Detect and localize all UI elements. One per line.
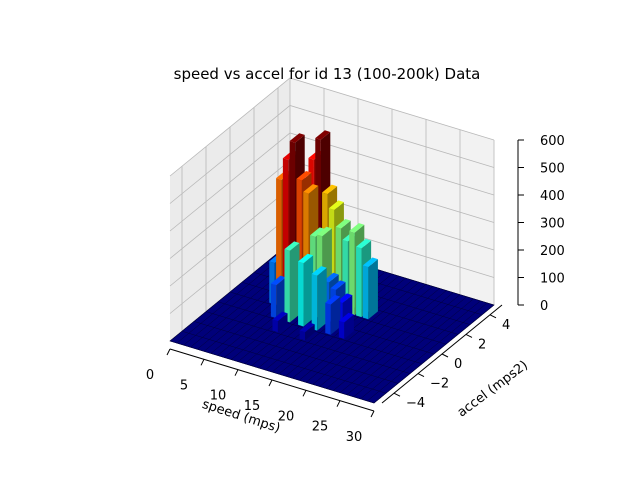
- x-tick-mark: [200, 359, 205, 366]
- bar-top-face: [289, 133, 305, 143]
- bar: [362, 257, 378, 320]
- bar-top-face: [284, 241, 300, 251]
- bar-side-face: [276, 277, 286, 319]
- bar-top-face: [337, 293, 353, 303]
- bar-top-face: [311, 266, 327, 276]
- bar-front-face: [272, 319, 278, 333]
- bar-side-face: [344, 314, 354, 339]
- bar: [284, 241, 300, 323]
- bar-front-face: [356, 246, 362, 318]
- x-tick-label: 5: [180, 378, 188, 393]
- bar-side-face: [277, 313, 288, 333]
- bar-top-face: [303, 184, 319, 194]
- bar-front-face: [299, 330, 306, 341]
- y-tick-label: 2: [478, 337, 486, 352]
- bar-top-face: [335, 218, 351, 229]
- bar-top-face: [328, 200, 344, 210]
- y-tick-label: −4: [406, 396, 425, 411]
- x-tick-mark: [166, 348, 171, 356]
- grid-line-z: [169, 132, 495, 232]
- y-tick-mark: [489, 314, 497, 319]
- x-axis-label: speed (mps): [200, 397, 282, 436]
- chart-title: speed vs accel for id 13 (100-200k) Data: [174, 65, 481, 83]
- x-tick-mark: [370, 410, 375, 418]
- bar-top-face: [316, 226, 332, 237]
- y-tick-mark: [393, 392, 401, 397]
- floor-cell-line: [217, 301, 423, 365]
- bar-front-face: [270, 283, 277, 319]
- bar: [311, 266, 327, 331]
- bar-side-face: [368, 259, 378, 320]
- y-tick-label: 0: [454, 357, 462, 372]
- x-tick-mark: [302, 390, 307, 397]
- y-tick-mark: [441, 353, 449, 358]
- x-tick-label: 10: [210, 389, 227, 404]
- bar-top-face: [349, 223, 365, 233]
- bar-top-face: [299, 322, 315, 333]
- z-tick-label: 200: [540, 244, 565, 259]
- axes-group: 0 5 10 15 20 25 30 −4 −2 0 2 4 0 100 200 300 400 500 600: [146, 134, 565, 445]
- bar-front-face: [298, 261, 304, 327]
- z-tick-label: 400: [540, 189, 565, 204]
- bar-side-face: [330, 296, 341, 335]
- x-tick-mark: [234, 369, 239, 376]
- bar-top-face: [323, 272, 339, 283]
- bar-front-face: [325, 302, 331, 335]
- z-tick-label: 500: [540, 162, 565, 177]
- bar-top-face: [296, 171, 312, 181]
- bar: [325, 294, 341, 335]
- bar-front-face: [311, 273, 318, 331]
- bar-front-face: [338, 320, 345, 339]
- x-tick-label: 15: [244, 399, 261, 414]
- y-tick-label: 4: [502, 318, 510, 333]
- bar-group: [269, 130, 378, 341]
- bar: [299, 322, 315, 341]
- z-tick-label: 600: [540, 134, 565, 149]
- x-tick-label: 20: [278, 409, 295, 424]
- bar-top-face: [298, 253, 314, 264]
- bar-side-face: [317, 267, 327, 331]
- bar-top-face: [362, 257, 378, 267]
- bar-top-face: [322, 184, 338, 195]
- bar-front-face: [362, 265, 369, 320]
- x-tick-mark: [268, 379, 273, 387]
- z-tick-label: 0: [540, 299, 548, 314]
- x-tick-label: 25: [312, 420, 329, 435]
- bar-top-face: [325, 294, 341, 305]
- bar-front-face: [349, 230, 355, 316]
- z-tick-label: 100: [540, 272, 565, 287]
- bar-top-face: [315, 130, 331, 140]
- bar: [298, 253, 314, 327]
- x-tick-label: 30: [346, 430, 363, 445]
- y-tick-label: −2: [430, 377, 449, 392]
- bar-top-face: [272, 311, 288, 322]
- x-tick-mark: [336, 400, 341, 407]
- floor-cell-line: [181, 330, 387, 394]
- grid-line-z: [169, 105, 495, 204]
- bar-side-face: [303, 255, 314, 327]
- bar: [270, 275, 286, 319]
- grid-line-z: [169, 77, 495, 177]
- bar-top-face: [338, 312, 354, 323]
- floor-cell-line: [169, 340, 375, 404]
- bar: [338, 312, 354, 339]
- y-tick-mark: [465, 333, 473, 338]
- y-tick-mark: [417, 373, 425, 378]
- bar: [272, 311, 288, 333]
- bar-side-face: [289, 242, 300, 323]
- bar-side-face: [305, 324, 315, 341]
- y-axis-label: accel (mps2): [455, 358, 531, 421]
- bar-top-face: [330, 280, 346, 290]
- bar-front-face: [284, 249, 290, 323]
- floor-cell-line: [193, 321, 399, 384]
- bar-front-face: [276, 178, 282, 307]
- x-tick-label: 0: [146, 368, 154, 383]
- bar-top-face: [310, 227, 326, 237]
- bar-top-face: [270, 275, 286, 286]
- bar-top-face: [356, 238, 372, 249]
- floor-cell-line: [205, 311, 411, 374]
- z-tick-label: 300: [540, 217, 565, 232]
